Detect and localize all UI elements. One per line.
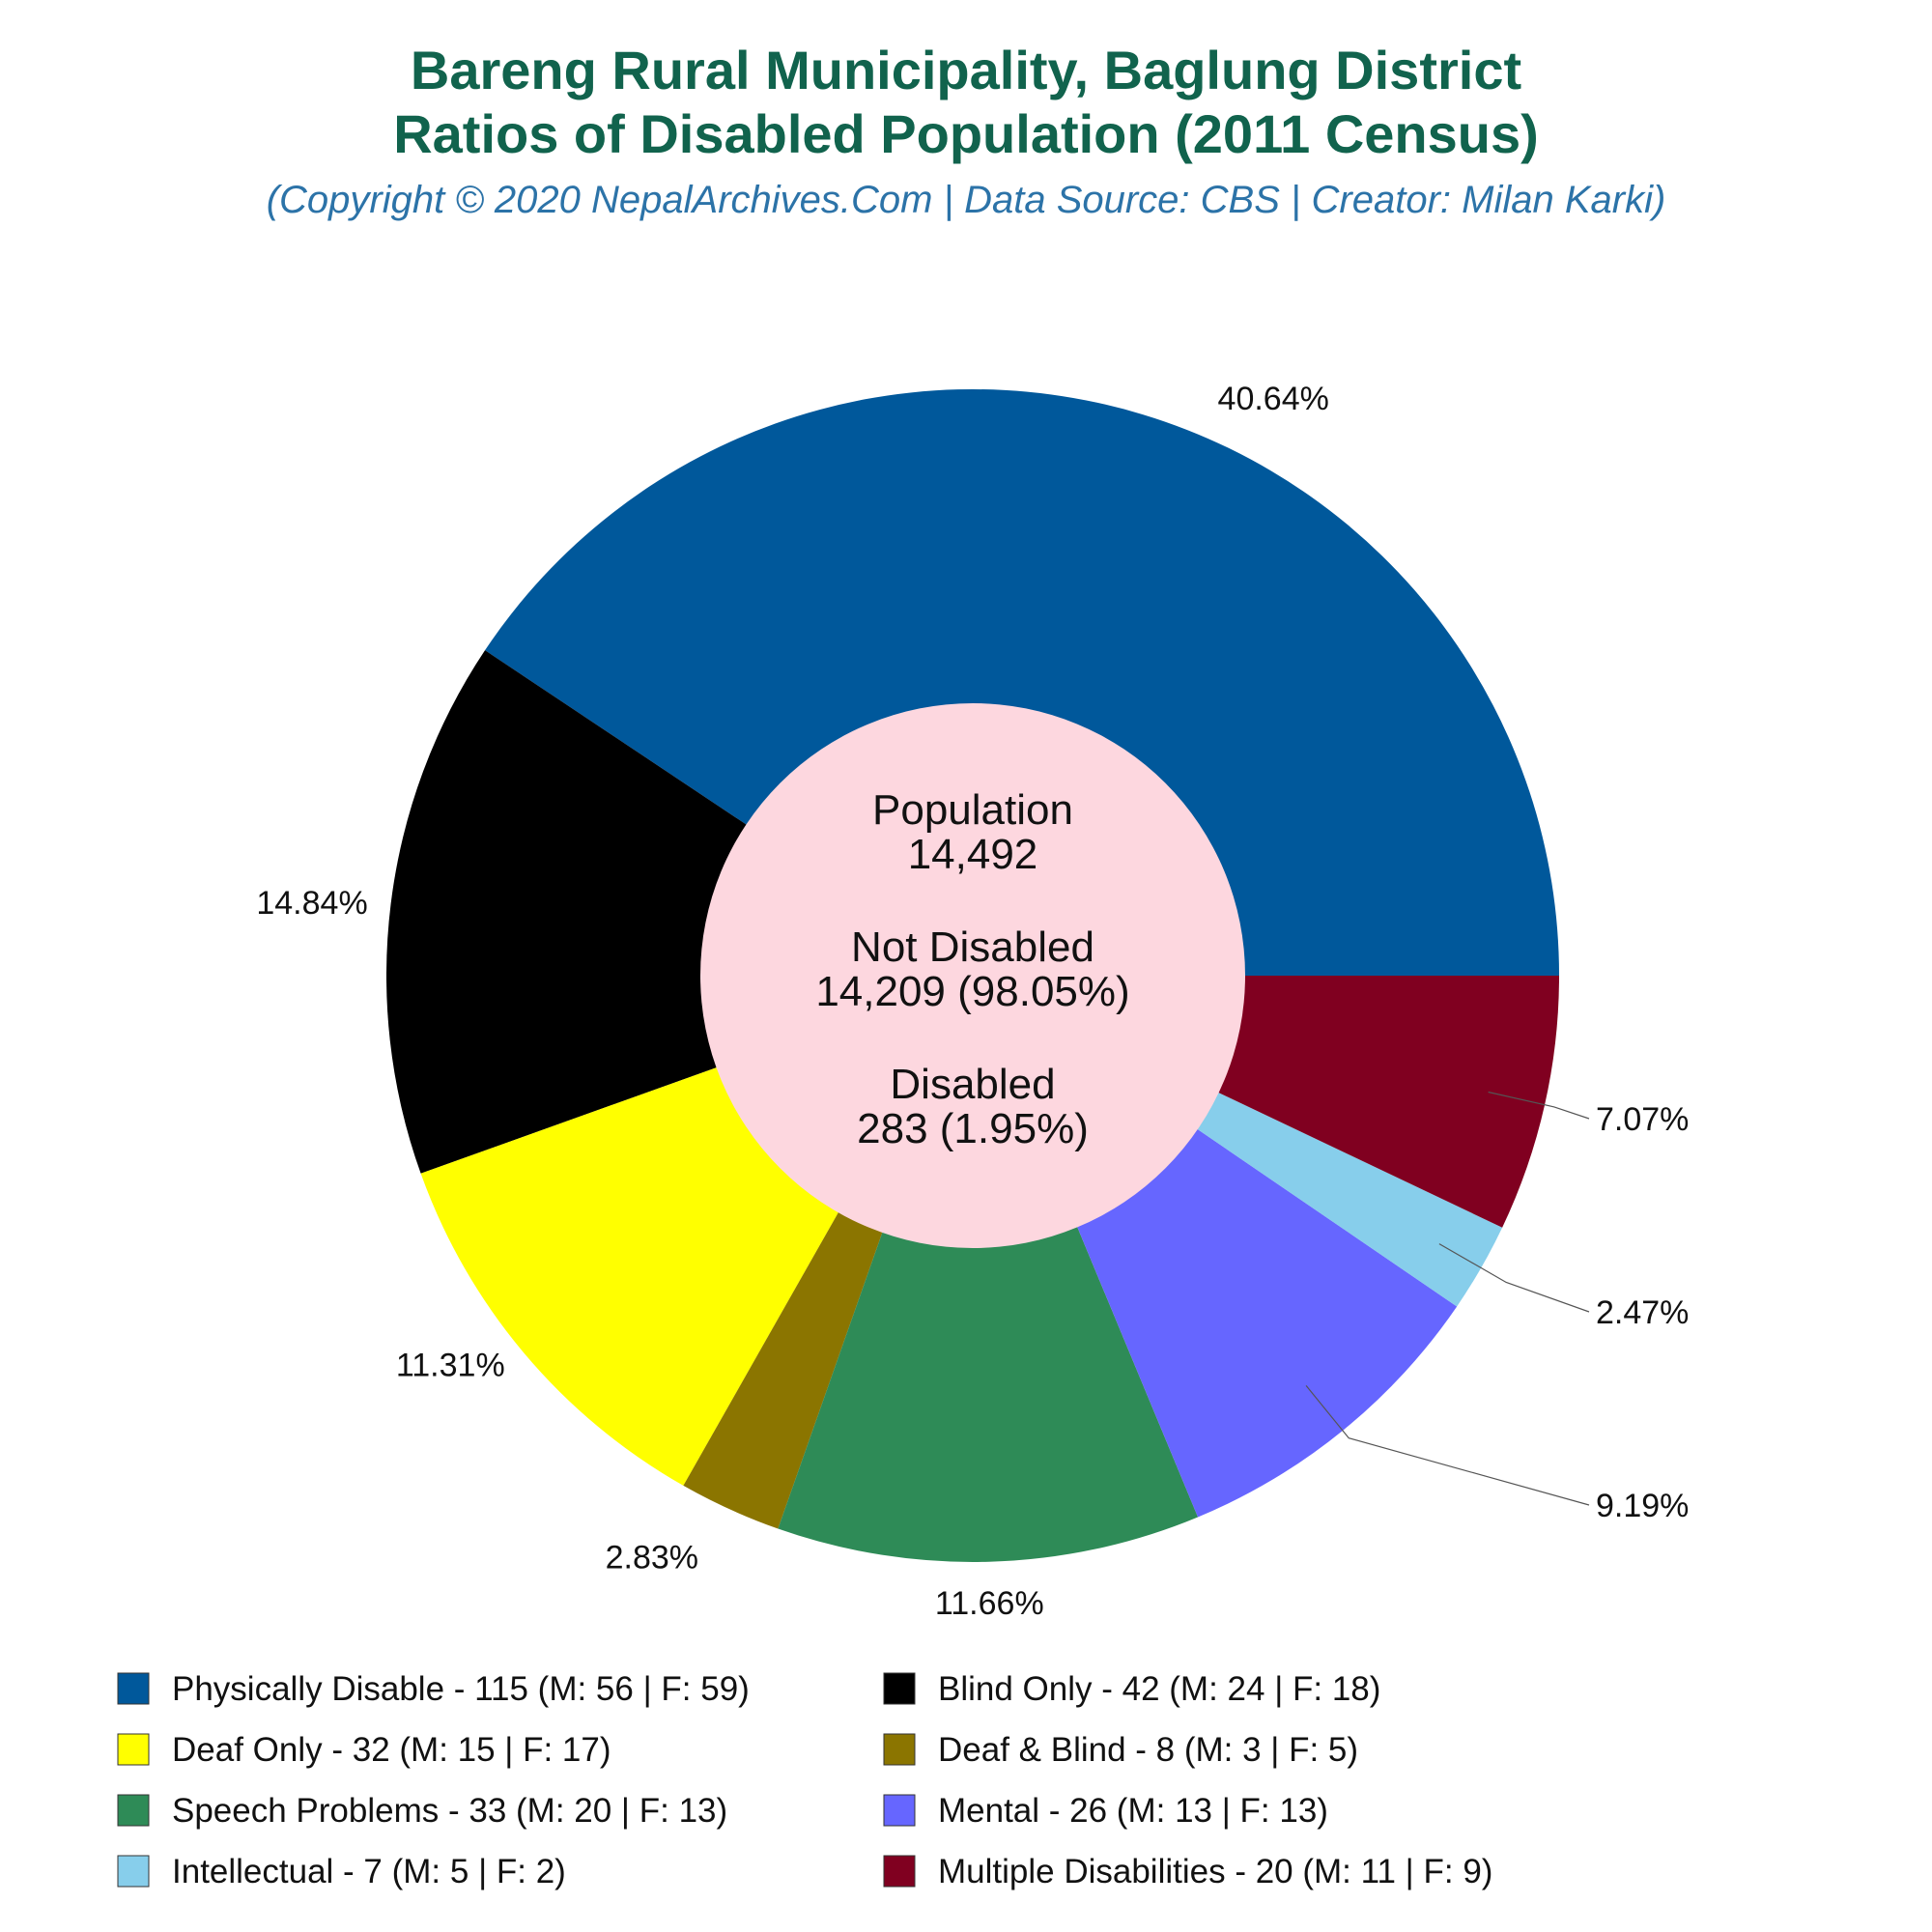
center-population-label: Population (872, 786, 1073, 834)
slice-speech-problems (778, 976, 1199, 1562)
legend-label-blind-only: Blind Only - 42 (M: 24 | F: 18) (938, 1670, 1380, 1708)
legend-swatch-blind-only (883, 1672, 916, 1705)
percent-labels: 40.64% 14.84% 11.31% 2.83% 11.66% 9.19% 2.47% 7… (256, 381, 1689, 1622)
percent-label-physically-disable: 40.64% (1218, 381, 1329, 417)
legend-swatch-deaf-and-blind (883, 1733, 916, 1766)
chart-title-line-1: Bareng Rural Municipality, Baglung Distr… (410, 40, 1522, 100)
center-disabled-label: Disabled (890, 1061, 1055, 1108)
leader-intellectual (1438, 1243, 1590, 1313)
legend-swatch-speech-problems (117, 1794, 150, 1827)
center-disabled-value: 283 (1.95%) (857, 1105, 1089, 1152)
legend-swatch-multiple-disabilities (883, 1855, 916, 1888)
center-not-disabled-label: Not Disabled (851, 923, 1094, 971)
percent-label-speech-problems: 11.66% (935, 1585, 1044, 1622)
legend-label-deaf-and-blind: Deaf & Blind - 8 (M: 3 | F: 5) (938, 1731, 1358, 1769)
legend-label-intellectual: Intellectual - 7 (M: 5 | F: 2) (172, 1853, 566, 1890)
center-summary: Population 14,492 Not Disabled 14,209 (9… (815, 786, 1129, 1152)
leader-mental (1305, 1385, 1590, 1506)
legend-swatch-physically-disable (117, 1672, 150, 1705)
leader-multiple-disabilities (1488, 1091, 1590, 1120)
chart-legend: Physically Disable - 115 (M: 56 | F: 59)… (117, 1670, 1492, 1890)
legend-label-mental: Mental - 26 (M: 13 | F: 13) (938, 1792, 1328, 1830)
chart-title-block: Bareng Rural Municipality, Baglung Distr… (0, 39, 1932, 224)
percent-label-deaf-only: 11.31% (396, 1347, 505, 1383)
center-population-value: 14,492 (908, 831, 1038, 878)
legend-label-deaf-only: Deaf Only - 32 (M: 15 | F: 17) (172, 1731, 611, 1769)
legend-swatch-deaf-only (117, 1733, 150, 1766)
percent-label-multiple-disabilities: 7.07% (1596, 1101, 1689, 1138)
percent-label-mental: 9.19% (1596, 1488, 1689, 1524)
label-leader-lines (1305, 1091, 1590, 1506)
percent-label-blind-only: 14.84% (256, 885, 367, 922)
percent-label-deaf-and-blind: 2.83% (606, 1540, 698, 1577)
chart-title-line-2: Ratios of Disabled Population (2011 Cens… (393, 103, 1539, 164)
legend-swatch-intellectual (117, 1855, 150, 1888)
chart-subtitle: (Copyright © 2020 NepalArchives.Com | Da… (266, 179, 1666, 221)
percent-label-intellectual: 2.47% (1596, 1294, 1689, 1331)
center-hole (700, 703, 1245, 1248)
legend-label-multiple-disabilities: Multiple Disabilities - 20 (M: 11 | F: 9… (938, 1853, 1492, 1890)
legend-label-speech-problems: Speech Problems - 33 (M: 20 | F: 13) (172, 1792, 727, 1830)
slice-blind-only (385, 650, 973, 1174)
center-not-disabled-value: 14,209 (98.05%) (815, 968, 1129, 1015)
legend-label-physically-disable: Physically Disable - 115 (M: 56 | F: 59) (172, 1670, 750, 1708)
legend-swatch-mental (883, 1794, 916, 1827)
